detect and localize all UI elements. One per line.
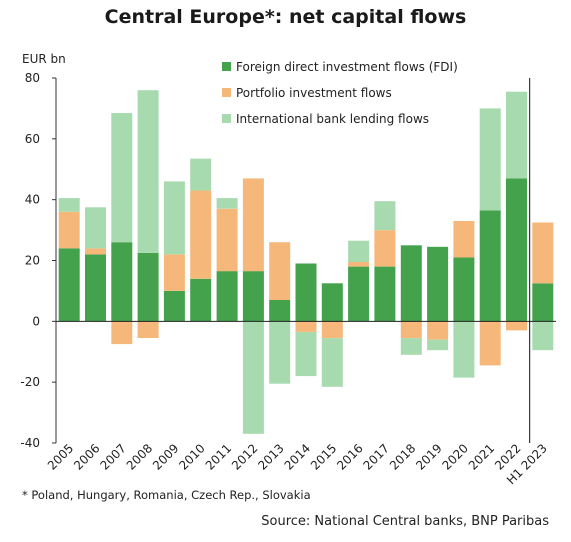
bar-bank-lending-2007 (111, 113, 133, 243)
bar-fdi-2010 (190, 278, 212, 322)
bar-bank-lending-2020 (453, 321, 475, 378)
bar-group (58, 90, 554, 434)
bar-fdi-2018 (400, 245, 422, 322)
x-tick-label-2007: 2007 (97, 441, 128, 472)
bar-bank-lending-h1-2023 (532, 321, 554, 351)
x-tick-label-2020: 2020 (440, 441, 471, 472)
x-tick-label-2008: 2008 (124, 441, 155, 472)
chart-title: Central Europe*: net capital flows (104, 6, 467, 28)
bar-bank-lending-2017 (374, 201, 396, 231)
bar-portfolio-2005 (58, 211, 80, 249)
bar-portfolio-2015 (321, 321, 343, 338)
bar-bank-lending-2010 (190, 158, 212, 191)
x-tick-label-2010: 2010 (176, 441, 207, 472)
bar-bank-lending-2014 (295, 332, 317, 377)
x-tick-label-2011: 2011 (203, 441, 234, 472)
bar-portfolio-2007 (111, 321, 133, 345)
y-axis-unit-label: EUR bn (22, 52, 66, 66)
bar-bank-lending-2016 (348, 240, 370, 262)
bar-fdi-2021 (479, 210, 501, 322)
x-tick-label-2006: 2006 (71, 441, 102, 472)
x-tick-label-2005: 2005 (45, 441, 76, 472)
bar-fdi-2022 (506, 178, 527, 322)
y-tick-label-20: -20 (20, 375, 40, 389)
y-tick-label-20: 20 (25, 254, 40, 268)
bar-fdi-2009 (163, 290, 185, 322)
y-tick-label-40: 40 (25, 193, 40, 207)
bar-portfolio-2009 (163, 254, 185, 291)
x-tick-label-2018: 2018 (387, 441, 418, 472)
x-tick-label-2016: 2016 (334, 441, 365, 472)
bar-bank-lending-2011 (216, 198, 238, 209)
bar-fdi-2011 (216, 271, 238, 322)
legend-swatch-bank-lending (222, 114, 231, 123)
bar-portfolio-2011 (216, 208, 238, 272)
x-tick-label-2013: 2013 (255, 441, 286, 472)
bar-portfolio-2006 (85, 248, 106, 255)
bar-portfolio-2012 (242, 178, 264, 272)
bar-portfolio-2022 (506, 321, 527, 331)
x-tick-label-2012: 2012 (229, 441, 260, 472)
bar-portfolio-2014 (295, 321, 317, 332)
legend-swatch-portfolio (222, 88, 231, 97)
footnote: * Poland, Hungary, Romania, Czech Rep., … (22, 488, 311, 502)
legend-label-portfolio: Portfolio investment flows (236, 86, 392, 100)
bar-fdi-h1-2023 (532, 283, 554, 322)
bar-bank-lending-2015 (321, 338, 343, 387)
x-tick-label-2021: 2021 (466, 441, 497, 472)
bar-fdi-2020 (453, 257, 475, 322)
bar-bank-lending-2013 (269, 321, 291, 384)
bar-bank-lending-2019 (427, 339, 449, 351)
x-tick-label-2017: 2017 (361, 441, 392, 472)
y-tick-label-0: 0 (32, 314, 40, 328)
bar-bank-lending-2005 (58, 198, 80, 212)
bar-portfolio-2016 (348, 262, 370, 267)
x-tick-label-2014: 2014 (282, 441, 313, 472)
bar-portfolio-2013 (269, 242, 291, 300)
legend-item-portfolio: Portfolio investment flows (222, 86, 392, 100)
y-tick-label-40: -40 (20, 436, 40, 450)
bar-fdi-2012 (242, 271, 264, 322)
bar-fdi-2007 (111, 242, 133, 322)
bar-portfolio-2018 (400, 321, 422, 338)
bar-fdi-2006 (85, 254, 106, 322)
bar-bank-lending-2018 (400, 338, 422, 355)
bar-portfolio-2017 (374, 230, 396, 267)
bar-fdi-2017 (374, 266, 396, 322)
bar-fdi-2008 (137, 252, 159, 322)
bar-bank-lending-2012 (242, 321, 264, 434)
bar-bank-lending-2022 (506, 91, 527, 179)
bar-portfolio-2008 (137, 321, 159, 338)
bar-bank-lending-2009 (163, 181, 185, 255)
bar-fdi-2015 (321, 283, 343, 322)
bar-portfolio-2020 (453, 221, 475, 258)
x-tick-label-2015: 2015 (308, 441, 339, 472)
bar-fdi-2016 (348, 266, 370, 322)
bar-portfolio-2021 (479, 321, 501, 366)
source-note: Source: National Central banks, BNP Pari… (261, 514, 549, 529)
y-tick-label-60: 60 (25, 132, 40, 146)
legend-label-bank-lending: International bank lending flows (236, 112, 430, 126)
bar-fdi-2013 (269, 300, 291, 322)
bar-bank-lending-2006 (85, 207, 106, 249)
bar-bank-lending-2008 (137, 90, 159, 253)
bar-fdi-2014 (295, 263, 317, 322)
bar-bank-lending-2021 (479, 108, 501, 211)
y-tick-label-80: 80 (25, 71, 40, 85)
x-tick-label-2009: 2009 (150, 441, 181, 472)
legend-swatch-fdi (222, 62, 231, 71)
legend-item-bank-lending: International bank lending flows (222, 112, 429, 126)
bar-fdi-2019 (427, 246, 449, 322)
bar-portfolio-h1-2023 (532, 222, 554, 284)
x-tick-label-2019: 2019 (413, 441, 444, 472)
bar-portfolio-2019 (427, 321, 449, 340)
bar-portfolio-2010 (190, 190, 212, 279)
bar-fdi-2005 (58, 248, 80, 322)
legend-label-fdi: Foreign direct investment flows (FDI) (236, 60, 458, 74)
legend-item-fdi: Foreign direct investment flows (FDI) (222, 60, 458, 74)
